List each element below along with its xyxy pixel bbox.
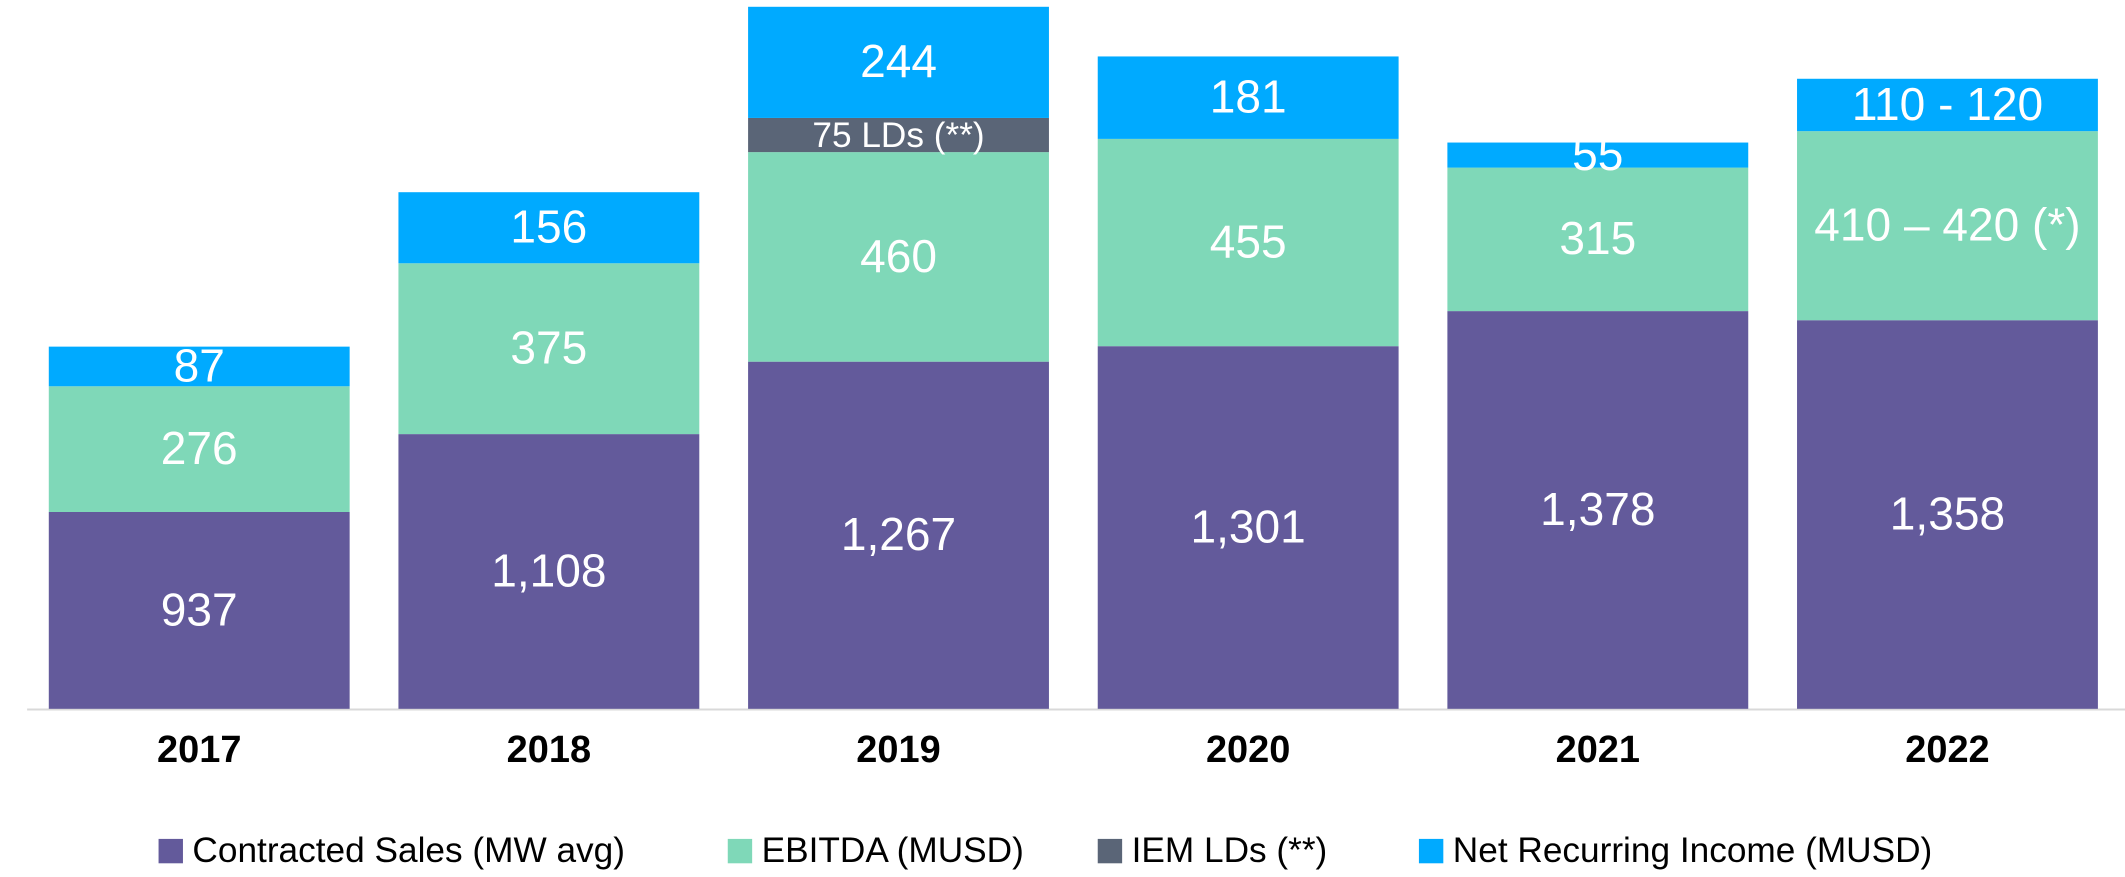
data-label: 181 (1210, 71, 1287, 123)
data-label: 1,301 (1191, 500, 1306, 552)
data-label: 156 (510, 201, 587, 253)
bar-segment (48, 512, 350, 709)
bar-segment (398, 263, 700, 435)
data-label: 1,378 (1540, 483, 1655, 535)
data-label: 110 - 120 (1852, 78, 2043, 130)
legend-label: Contracted Sales (MW avg) (192, 831, 625, 870)
data-label: 315 (1559, 212, 1636, 264)
data-label: 1,267 (841, 508, 956, 560)
data-label: 375 (510, 322, 587, 374)
data-label: 410 – 420 (*) (1814, 199, 2080, 251)
bar-segment (1097, 138, 1399, 347)
data-label: 937 (161, 583, 238, 635)
legend-swatch (158, 838, 183, 864)
legend-swatch (1418, 838, 1444, 864)
bar-segment (1447, 167, 1749, 312)
bar-segment (48, 346, 350, 387)
bar-segment (748, 6, 1049, 118)
bar-segment (398, 192, 700, 264)
bar-segment (1447, 311, 1749, 709)
data-label: 75 LDs (**) (812, 116, 984, 155)
bar-segment (1797, 78, 2098, 132)
x-tick-label: 2020 (1206, 729, 1290, 771)
data-label: 460 (860, 230, 937, 282)
bar-segment (1097, 56, 1399, 139)
bar-segment (1797, 131, 2098, 321)
bar-segment (1447, 142, 1749, 168)
data-label: 276 (161, 422, 238, 474)
bar-segment (1797, 320, 2098, 709)
legend-label: Net Recurring Income (MUSD) (1453, 831, 1932, 870)
legend-swatch (1097, 838, 1123, 864)
x-tick-label: 2021 (1556, 729, 1640, 771)
bar-segment (748, 152, 1049, 362)
x-tick-label: 2018 (507, 729, 591, 771)
bar-segment (398, 434, 700, 709)
x-tick-label: 2022 (1905, 729, 1989, 771)
bar-segment (748, 361, 1049, 709)
data-label: 455 (1210, 215, 1287, 267)
data-label: 55 (1572, 128, 1623, 180)
bar-segment (1097, 346, 1399, 709)
legend-label: IEM LDs (**) (1132, 831, 1328, 870)
x-tick-label: 2017 (157, 729, 241, 771)
data-label: 1,358 (1890, 487, 2005, 539)
x-tick-label: 2019 (856, 729, 940, 771)
legend-swatch (727, 838, 753, 864)
data-label: 87 (174, 339, 225, 391)
legend-label: EBITDA (MUSD) (762, 831, 1024, 870)
data-label: 1,108 (491, 544, 606, 596)
bar-segment (748, 117, 1049, 153)
bar-segment (48, 386, 350, 513)
data-label: 244 (860, 35, 937, 87)
